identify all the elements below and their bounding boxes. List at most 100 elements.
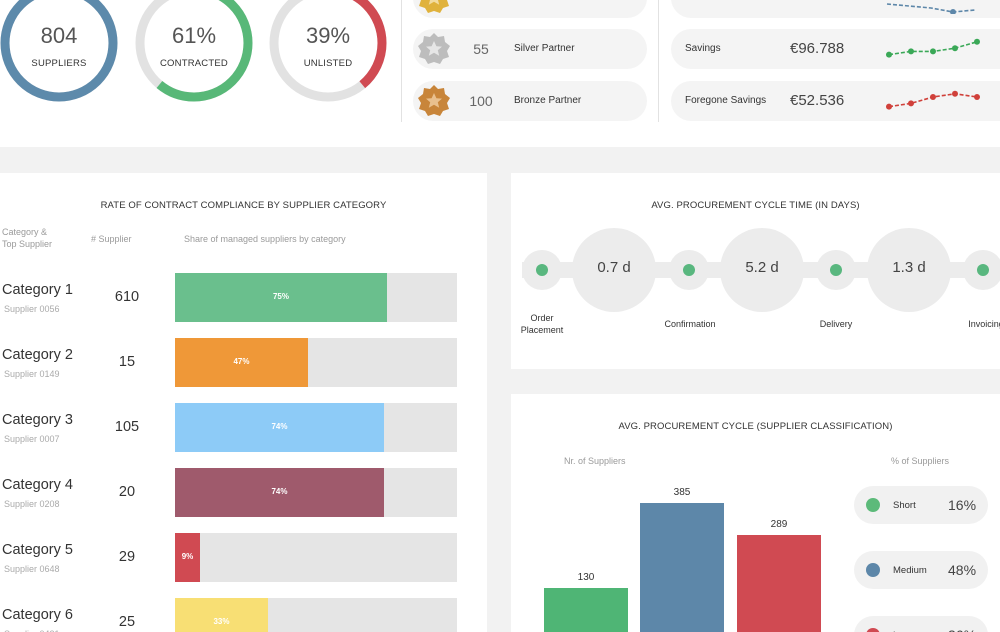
compliance-bar-label: 33% xyxy=(213,617,230,626)
compliance-bar-label: 75% xyxy=(272,292,289,301)
bronze-star-medal-icon xyxy=(418,85,450,116)
column-header-category: Category & Top Supplier xyxy=(2,227,53,249)
legend-header: % of Suppliers xyxy=(891,456,950,466)
savings-row-total xyxy=(671,0,1000,18)
bar-long xyxy=(737,535,821,632)
partner-row-bronze: 100 Bronze Partner xyxy=(413,81,647,121)
category-name: Category 3 xyxy=(2,412,73,428)
duration-bubble: 1.3 d xyxy=(867,228,951,312)
stage-label: Invoicing xyxy=(968,319,1000,329)
compliance-bar-label: 74% xyxy=(271,422,288,431)
partner-row-silver: 55 Silver Partner xyxy=(413,29,647,69)
stage-dot xyxy=(963,250,1000,290)
compliance-bar: 74% xyxy=(175,468,457,517)
legend-name: Long xyxy=(893,630,914,632)
kpi-ring xyxy=(135,0,253,102)
partner-count: 100 xyxy=(469,93,493,109)
kpi-label: SUPPLIERS xyxy=(31,58,87,69)
sparkline-point xyxy=(908,48,914,55)
duration-bubble: 0.7 d xyxy=(572,228,656,312)
compliance-bar-fill xyxy=(175,533,200,582)
compliance-bar-label: 74% xyxy=(271,487,288,496)
supplier-count: 29 xyxy=(118,549,136,565)
kpi-header-strip xyxy=(0,0,1000,147)
sparkline-point xyxy=(930,48,936,55)
savings-label: Foregone Savings xyxy=(685,95,767,106)
kpi-label: UNLISTED xyxy=(303,58,353,69)
card-title: RATE OF CONTRACT COMPLIANCE BY SUPPLIER … xyxy=(100,200,387,211)
savings-row-foregone: Foregone Savings €52.536 xyxy=(671,81,1000,121)
kpi-value: 61% xyxy=(171,23,217,48)
supplier-count: 20 xyxy=(118,484,136,500)
bar-value-label: 289 xyxy=(770,519,788,530)
category-name: Category 4 xyxy=(2,477,73,493)
compliance-bar-fill xyxy=(175,273,387,322)
card-title: AVG. PROCUREMENT CYCLE (SUPPLIER CLASSIF… xyxy=(618,421,893,432)
partner-count: 55 xyxy=(473,41,489,57)
savings-value: €52.536 xyxy=(790,92,845,109)
stage-dot xyxy=(669,250,709,290)
bar-value-label: 130 xyxy=(577,572,595,583)
sparkline-point xyxy=(952,90,958,97)
legend-name: Medium xyxy=(893,565,927,576)
compliance-bar-fill xyxy=(175,403,384,452)
category-name: Category 5 xyxy=(2,542,73,558)
bar-medium xyxy=(640,503,724,632)
duration-bubble: 5.2 d xyxy=(720,228,804,312)
sparkline-point xyxy=(886,51,892,58)
top-supplier: Supplier 0056 xyxy=(4,304,60,314)
bar-chart-header: Nr. of Suppliers xyxy=(564,456,626,466)
kpi-ring xyxy=(269,0,387,102)
partner-row-gold xyxy=(413,0,647,18)
compliance-bar: 33% xyxy=(175,598,457,632)
sparkline-point xyxy=(886,103,892,110)
compliance-bar-label: 47% xyxy=(233,357,250,366)
legend-dot xyxy=(866,498,880,512)
top-supplier: Supplier 0421 xyxy=(4,629,60,632)
bar-short xyxy=(544,588,628,632)
legend-dot xyxy=(866,628,880,632)
compliance-bar: 75% xyxy=(175,273,457,322)
compliance-bar-fill xyxy=(175,598,268,632)
legend-name: Short xyxy=(893,500,916,511)
column-header-share: Share of managed suppliers by category xyxy=(184,234,346,244)
top-supplier: Supplier 0149 xyxy=(4,369,60,379)
divider xyxy=(401,0,402,122)
compliance-bar: 47% xyxy=(175,338,457,387)
category-name: Category 1 xyxy=(2,282,73,298)
stage-label: Delivery xyxy=(819,319,853,329)
kpi-suppliers: 804 SUPPLIERS xyxy=(0,0,119,103)
silver-star-medal-icon xyxy=(418,33,450,64)
compliance-bar-fill xyxy=(175,338,308,387)
sparkline-point xyxy=(952,45,958,52)
sparkline-point xyxy=(908,100,914,107)
legend-item-medium: Medium 48% xyxy=(854,551,988,589)
compliance-bar-fill xyxy=(175,468,384,517)
top-supplier: Supplier 0648 xyxy=(4,564,60,574)
legend-item-long: Long 36% xyxy=(854,616,988,632)
supplier-count: 25 xyxy=(118,614,136,630)
top-supplier: Supplier 0007 xyxy=(4,434,60,444)
compliance-bar: 9% xyxy=(175,533,457,582)
gold-star-medal-icon xyxy=(419,0,449,13)
stage-dot xyxy=(816,250,856,290)
kpi-label: CONTRACTED xyxy=(160,58,228,69)
category-name: Category 6 xyxy=(2,607,73,623)
legend-pct: 36% xyxy=(948,627,976,632)
partner-name: Silver Partner xyxy=(514,43,575,54)
compliance-bar-label: 9% xyxy=(181,552,194,561)
supplier-count: 610 xyxy=(114,289,140,305)
savings-sparkline xyxy=(886,38,980,58)
stage-label: Order Placement xyxy=(520,313,564,335)
legend-pct: 48% xyxy=(948,562,977,578)
supplier-count: 15 xyxy=(118,354,136,370)
column-header-suppliers: # Supplier xyxy=(91,234,132,244)
category-name: Category 2 xyxy=(2,347,73,363)
kpi-unlisted: 39% UNLISTED xyxy=(268,0,388,103)
legend-pct: 16% xyxy=(948,497,977,513)
kpi-ring xyxy=(0,0,118,102)
kpi-value: 39% xyxy=(305,23,351,48)
sparkline-point xyxy=(974,94,980,100)
stage-label: Confirmation xyxy=(664,319,716,329)
savings-row-savings: Savings €96.788 xyxy=(671,29,1000,69)
